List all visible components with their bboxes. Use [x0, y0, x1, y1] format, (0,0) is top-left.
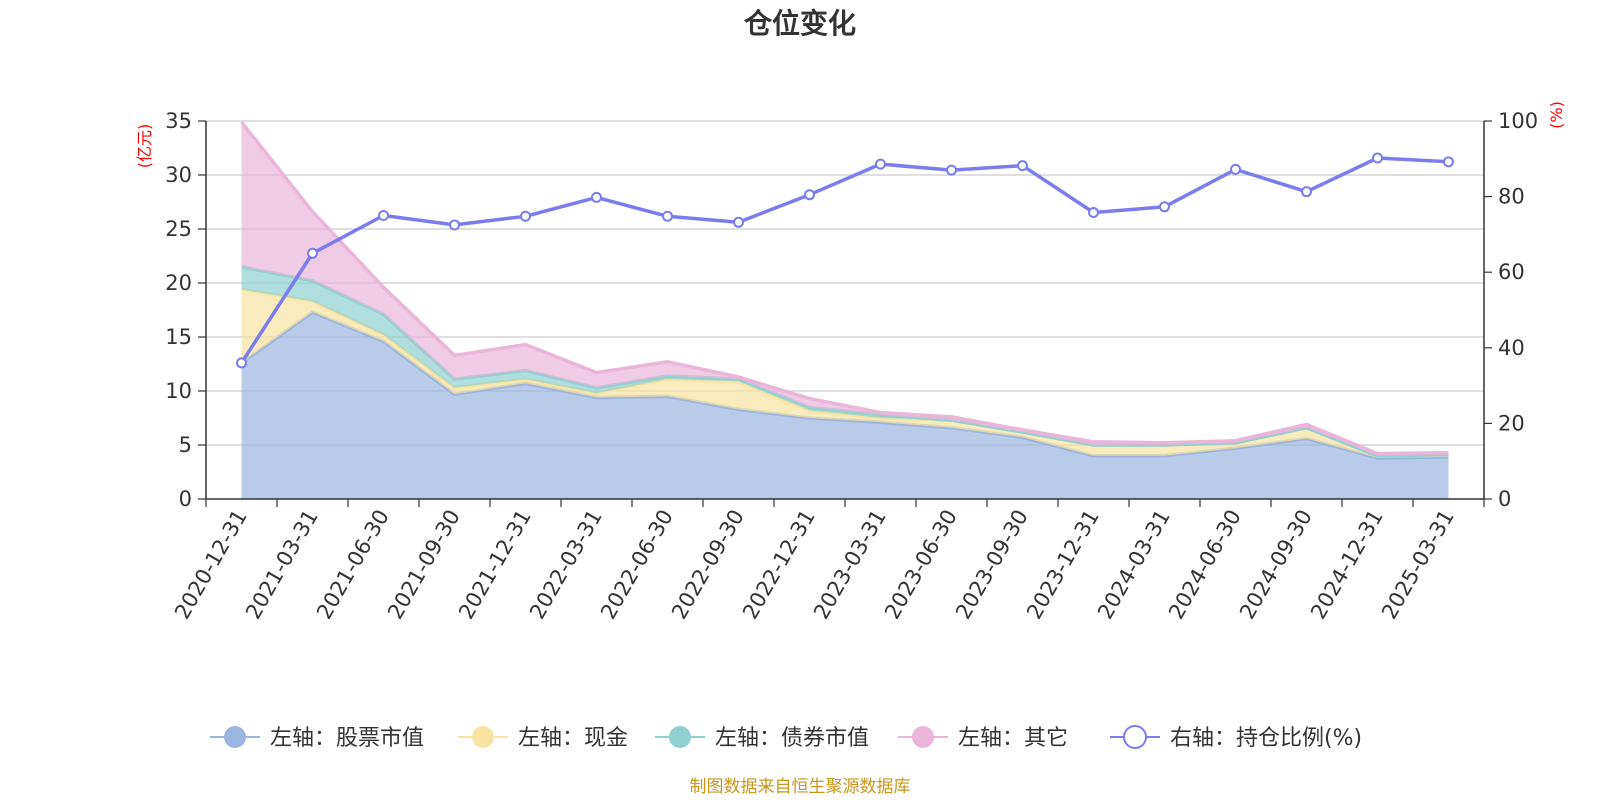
left-tick-label: 35 — [165, 109, 192, 133]
ratio-point — [236, 357, 247, 369]
area-series-1 — [241, 312, 1449, 499]
x-tick-label: 2024-09-30 — [1235, 506, 1317, 624]
x-tick-label: 2023-03-31 — [809, 506, 891, 624]
ratio-point — [733, 216, 744, 228]
ratio-point — [1159, 201, 1170, 213]
legend-marker-5 — [1123, 725, 1147, 749]
right-axis-unit: (%) — [1547, 101, 1566, 129]
left-tick-label: 20 — [165, 271, 192, 295]
ratio-line-path — [240, 156, 1449, 364]
legend-label-1: 左轴：股票市值 — [270, 726, 424, 751]
area-series-2 — [241, 289, 1449, 458]
legend-marker-3 — [669, 726, 691, 748]
holding-ratio-line — [236, 152, 1454, 369]
x-tick-label: 2021-12-31 — [454, 506, 536, 624]
legend-marker-1 — [224, 726, 246, 748]
ratio-point — [1372, 152, 1383, 164]
legend-marker-2 — [472, 726, 494, 748]
left-tick-label: 25 — [165, 217, 192, 241]
legend-label-3: 左轴：债券市值 — [715, 726, 869, 751]
ratio-point — [804, 189, 815, 201]
left-tick-label: 30 — [165, 163, 192, 187]
stacked-areas — [240, 121, 1449, 499]
x-tick-label: 2021-03-31 — [241, 506, 323, 624]
x-tick-label: 2023-06-30 — [880, 506, 962, 624]
ratio-point — [1301, 186, 1312, 198]
ratio-point — [591, 191, 602, 203]
right-tick-label: 20 — [1498, 411, 1525, 435]
ratio-point — [1017, 160, 1028, 172]
x-tick-label: 2022-09-30 — [667, 506, 749, 624]
legend-label-2: 左轴：现金 — [518, 726, 628, 751]
left-tick-label: 10 — [165, 379, 192, 403]
left-axis-unit: (亿元) — [135, 124, 154, 169]
x-tick-label: 2024-12-31 — [1306, 506, 1388, 624]
right-tick-label: 80 — [1498, 185, 1525, 209]
right-tick-label: 0 — [1498, 487, 1511, 511]
x-tick-label: 2024-03-31 — [1093, 506, 1175, 624]
x-tick-label: 2020-12-31 — [170, 506, 252, 624]
left-tick-label: 5 — [179, 433, 192, 457]
right-tick-label: 100 — [1498, 109, 1538, 133]
x-tick-label: 2021-09-30 — [383, 506, 465, 624]
ratio-point — [1230, 163, 1241, 175]
x-tick-label: 2024-06-30 — [1164, 506, 1246, 624]
x-tick-label: 2023-12-31 — [1022, 506, 1104, 624]
legend: 左轴：股票市值 左轴：现金 左轴：债券市值 左轴：其它 右轴：持仓比例(%) — [210, 725, 1362, 751]
x-tick-label: 2025-03-31 — [1377, 506, 1459, 624]
area-edge-4 — [240, 121, 1449, 456]
left-tick-label: 15 — [165, 325, 192, 349]
x-tick-label: 2023-09-30 — [951, 506, 1033, 624]
ratio-point — [449, 219, 460, 231]
area-series-4 — [241, 122, 1449, 456]
x-tick-label: 2021-06-30 — [312, 506, 394, 624]
x-tick-label: 2022-06-30 — [596, 506, 678, 624]
x-tick-label: 2022-03-31 — [525, 506, 607, 624]
legend-marker-4 — [912, 726, 934, 748]
chart-title: 仓位变化 — [744, 7, 856, 40]
ratio-point — [378, 210, 389, 221]
ratio-point — [946, 164, 957, 176]
ratio-point — [662, 210, 673, 222]
right-tick-label: 60 — [1498, 260, 1525, 284]
ratio-point — [520, 210, 531, 222]
ratio-point — [1088, 206, 1099, 218]
source-note: 制图数据来自恒生聚源数据库 — [690, 777, 911, 797]
ratio-point — [307, 247, 318, 259]
ratio-point — [1443, 156, 1454, 168]
x-tick-label: 2022-12-31 — [738, 506, 820, 624]
left-tick-label: 0 — [179, 487, 192, 511]
legend-label-4: 左轴：其它 — [958, 726, 1068, 751]
legend-label-5: 右轴：持仓比例(%) — [1170, 726, 1362, 751]
right-tick-label: 40 — [1498, 336, 1525, 360]
ratio-point — [875, 158, 886, 170]
